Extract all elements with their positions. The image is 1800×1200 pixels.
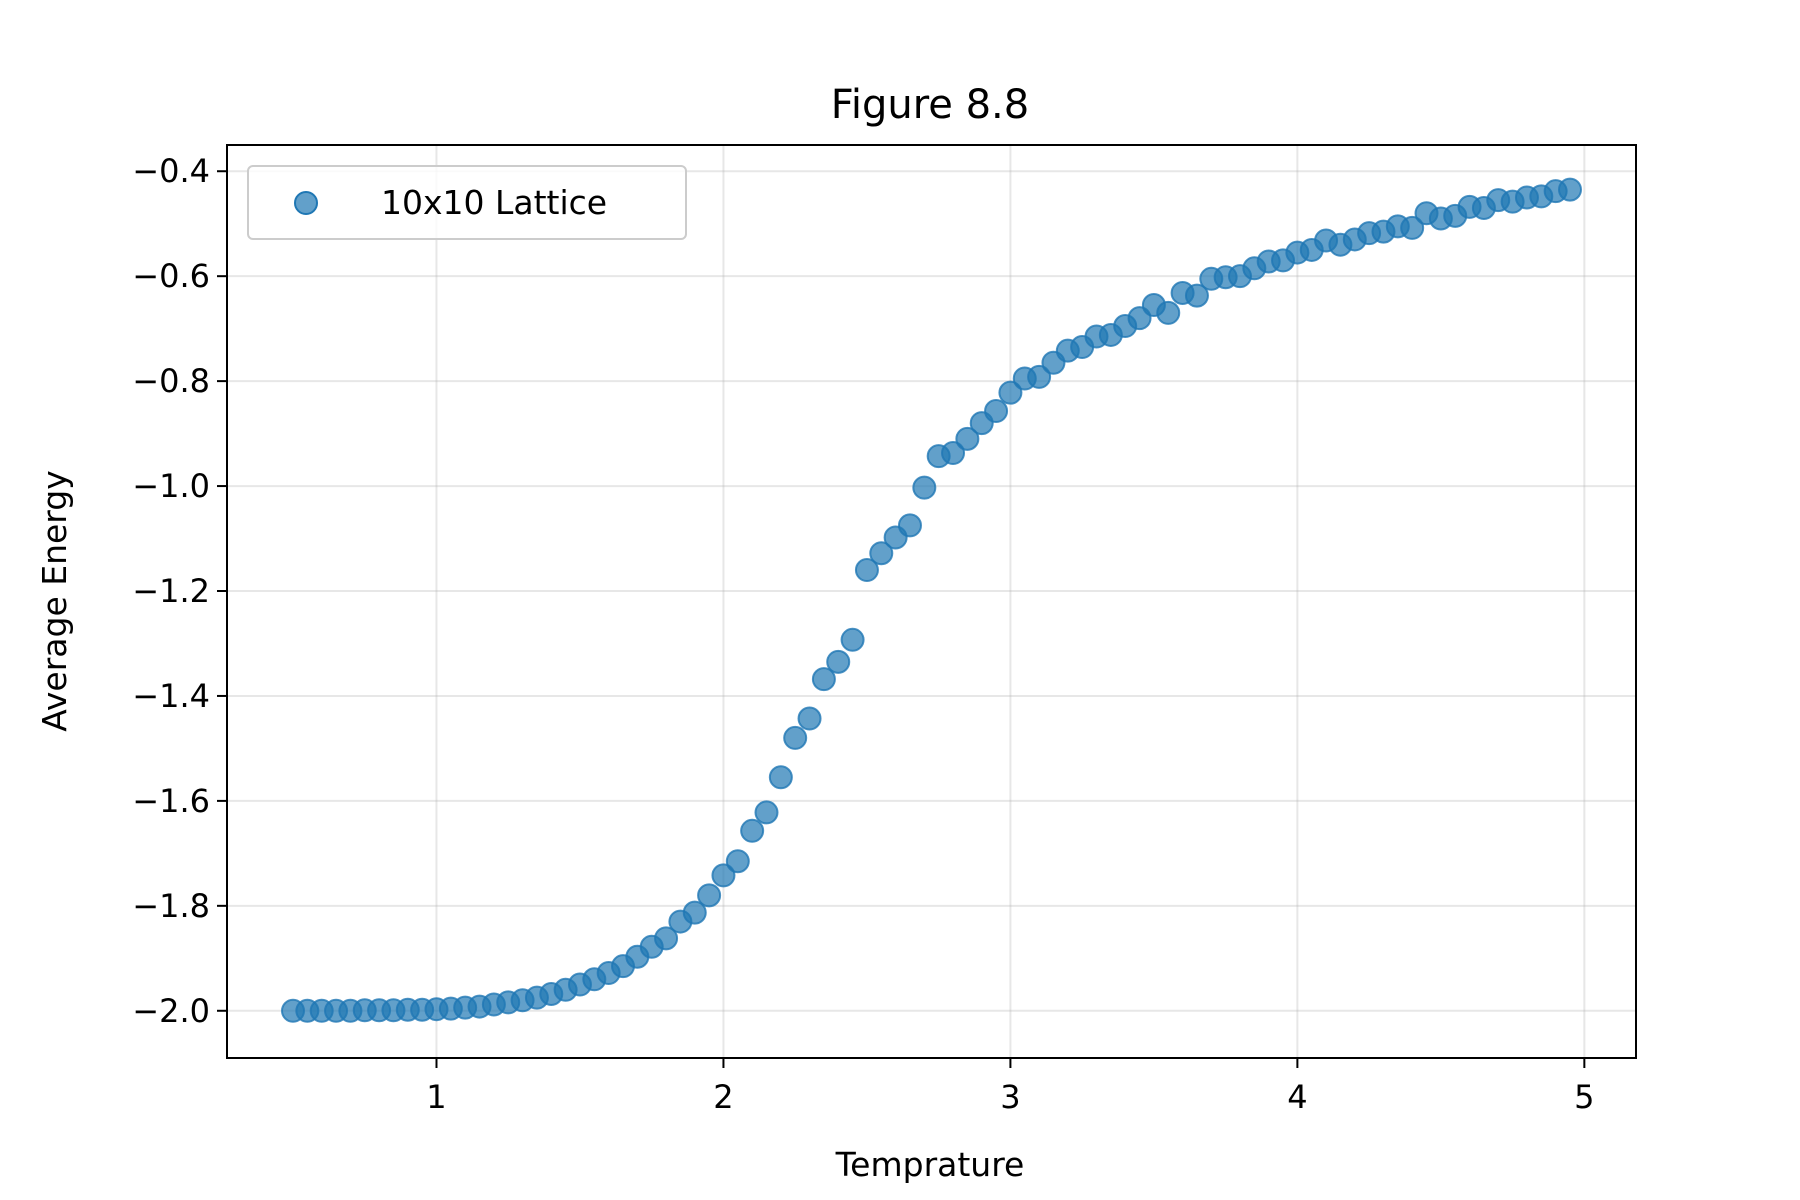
data-point [998, 380, 1023, 405]
legend-marker [294, 191, 318, 215]
x-axis-label: Temprature [835, 1145, 1025, 1184]
x-tick-label: 4 [1287, 1078, 1307, 1116]
data-point [783, 725, 808, 750]
data-point [897, 513, 922, 538]
data-point [725, 849, 750, 874]
y-tick-label: −0.6 [132, 257, 210, 295]
legend: 10x10 Lattice [247, 165, 687, 240]
y-tick-label: −1.6 [132, 782, 210, 820]
data-point [682, 900, 707, 925]
data-point [711, 863, 736, 888]
data-point [1400, 215, 1425, 240]
data-point [869, 541, 894, 566]
data-point [1184, 283, 1209, 308]
y-tick-label: −2.0 [132, 992, 210, 1030]
legend-label: 10x10 Lattice [381, 183, 607, 222]
data-point [811, 667, 836, 692]
data-point [1027, 364, 1052, 389]
data-points [281, 177, 1582, 1023]
x-tick-label: 3 [1000, 1078, 1020, 1116]
data-point [826, 649, 851, 674]
legend-box [247, 165, 687, 240]
y-axis-ticks: −2.0 −1.8 −1.6 −1.4 −1.2 −1.0 −0.8 −0.6 −0.4 [132, 152, 227, 1030]
data-point [797, 706, 822, 731]
data-point [1557, 177, 1582, 202]
x-tick-label: 5 [1574, 1078, 1594, 1116]
x-tick-label: 2 [713, 1078, 733, 1116]
data-point [740, 818, 765, 843]
x-tick-label: 1 [426, 1078, 446, 1116]
grid-lines [227, 145, 1636, 1058]
y-tick-label: −0.4 [132, 152, 210, 190]
data-point [768, 765, 793, 790]
y-tick-label: −1.0 [132, 467, 210, 505]
data-point [941, 441, 966, 466]
y-tick-label: −1.8 [132, 887, 210, 925]
data-point [840, 627, 865, 652]
data-point [984, 399, 1009, 424]
data-point [654, 926, 679, 951]
data-point [1156, 300, 1181, 325]
data-point [697, 883, 722, 908]
y-tick-label: −0.8 [132, 362, 210, 400]
y-axis-label: Average Energy [35, 470, 74, 732]
data-point [854, 558, 879, 583]
data-point [912, 475, 937, 500]
y-tick-label: −1.4 [132, 677, 210, 715]
plot-frame [226, 144, 1637, 1059]
data-point [955, 426, 980, 451]
x-axis-ticks: 1 2 3 4 5 [426, 1058, 1595, 1116]
chart-title: Figure 8.8 [831, 82, 1029, 128]
y-tick-label: −1.2 [132, 572, 210, 610]
data-point [754, 800, 779, 825]
